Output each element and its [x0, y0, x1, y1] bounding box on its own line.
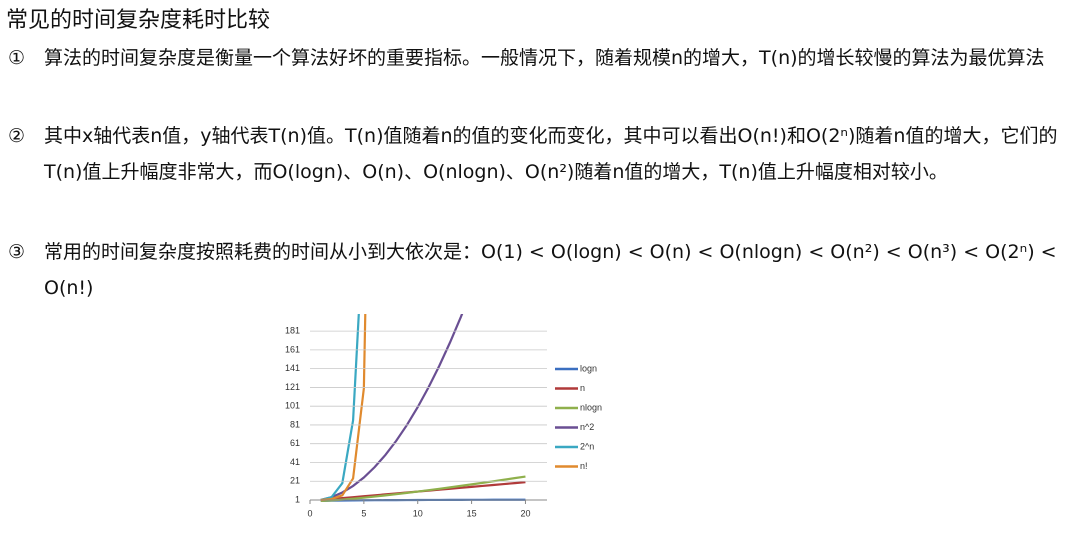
y-tick-label: 21 [290, 476, 300, 486]
marker: ① [8, 47, 26, 69]
series-line [320, 314, 367, 502]
series-line [320, 314, 360, 502]
y-tick-label: 61 [290, 438, 300, 448]
y-tick-label: 121 [285, 382, 300, 392]
list-item: ③ 常用的时间复杂度按照耗费的时间从小到大依次是：O(1) < O(logn) <… [8, 234, 1068, 306]
y-tick-label: 1 [295, 494, 300, 504]
heading: 常见的时间复杂度耗时比较 [6, 8, 271, 33]
x-tick-label: 15 [467, 508, 477, 518]
item-text: 算法的时间复杂度是衡量一个算法好坏的重要指标。一般情况下，随着规模n的增大，T(… [44, 47, 1045, 69]
y-tick-label: 81 [290, 419, 300, 429]
series-line [320, 314, 464, 502]
y-tick-label: 181 [285, 326, 300, 336]
x-tick-label: 20 [520, 508, 530, 518]
marker: ③ [8, 241, 26, 263]
y-tick-label: 101 [285, 401, 300, 411]
y-tick-label: 161 [285, 344, 300, 354]
item-text: 常用的时间复杂度按照耗费的时间从小到大依次是：O(1) < O(logn) < … [44, 241, 1057, 299]
item-text: 其中x轴代表n值，y轴代表T(n)值。T(n)值随着n的值的变化而变化，其中可以… [44, 125, 1058, 183]
legend-label: logn [580, 363, 597, 373]
legend-label: n [580, 383, 585, 393]
y-tick-label: 41 [290, 457, 300, 467]
y-tick-label: 141 [285, 363, 300, 373]
plot-area [320, 314, 526, 502]
legend-label: n^2 [580, 422, 594, 432]
marker: ② [8, 125, 26, 147]
x-tick-label: 5 [361, 508, 366, 518]
x-tick-label: 10 [413, 508, 423, 518]
legend-label: nlogn [580, 402, 602, 412]
legend-label: 2^n [580, 441, 594, 451]
list-item: ② 其中x轴代表n值，y轴代表T(n)值。T(n)值随着n的值的变化而变化，其中可… [8, 118, 1068, 190]
list-item: ① 算法的时间复杂度是衡量一个算法好坏的重要指标。一般情况下，随着规模n的增大，T… [8, 40, 1068, 76]
x-tick-label: 0 [307, 508, 312, 518]
legend-label: n! [580, 461, 588, 471]
